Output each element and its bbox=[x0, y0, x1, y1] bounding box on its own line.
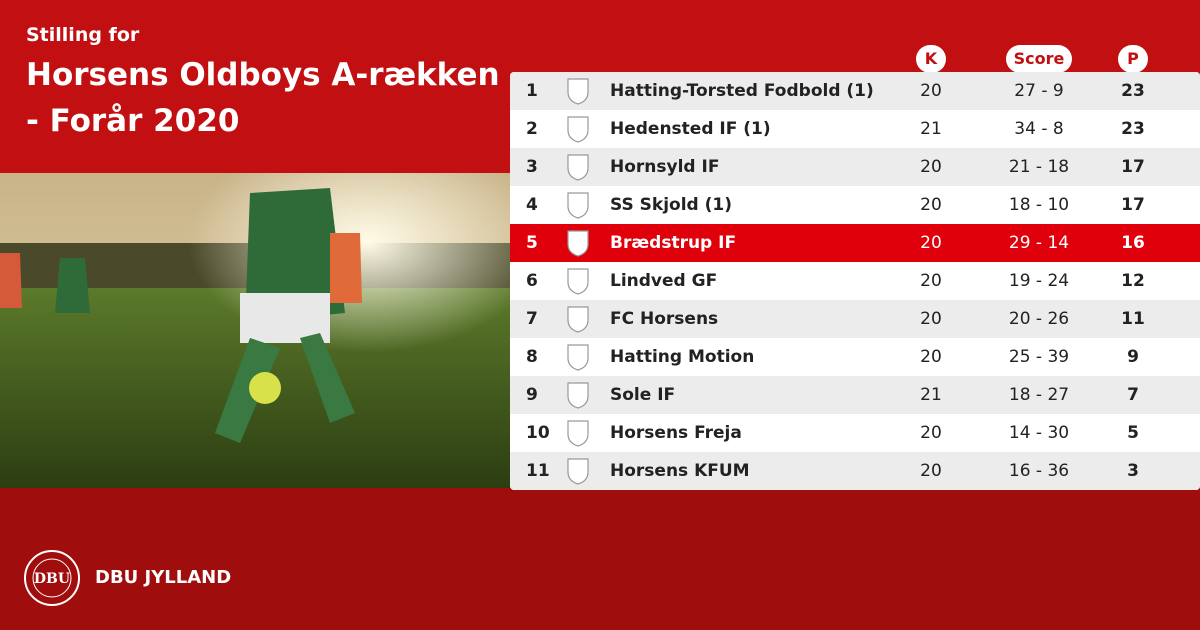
rank: 4 bbox=[526, 195, 538, 215]
column-header: K bbox=[916, 45, 946, 73]
rank: 2 bbox=[526, 119, 538, 139]
table-row: 4 SS Skjold (1) 20 18 - 10 17 bbox=[510, 186, 1200, 224]
table-row: 5 Brædstrup IF 20 29 - 14 16 bbox=[510, 224, 1200, 262]
rank: 9 bbox=[526, 385, 538, 405]
table-row: 1 Hatting-Torsted Fodbold (1) 20 27 - 9 23 bbox=[510, 72, 1200, 110]
standings-table: 1 Hatting-Torsted Fodbold (1) 20 27 - 9 23 2 H… bbox=[510, 72, 1200, 490]
table-row: 8 Hatting Motion 20 25 - 39 9 bbox=[510, 338, 1200, 376]
points: 3 bbox=[1127, 461, 1139, 481]
column-header: P bbox=[1118, 45, 1148, 73]
score: 34 - 8 bbox=[1014, 119, 1064, 139]
rank: 8 bbox=[526, 347, 538, 367]
matches: 20 bbox=[920, 423, 942, 443]
club-logo bbox=[567, 154, 589, 181]
team-name: Hatting-Torsted Fodbold (1) bbox=[610, 81, 874, 101]
rank: 6 bbox=[526, 271, 538, 291]
team-name: FC Horsens bbox=[610, 309, 719, 329]
score: 18 - 10 bbox=[1008, 195, 1070, 215]
title: - Forår 2020 bbox=[26, 103, 240, 139]
points: 12 bbox=[1121, 271, 1145, 291]
matches: 21 bbox=[920, 119, 942, 139]
score: 18 - 27 bbox=[1008, 385, 1070, 405]
matches: 20 bbox=[920, 347, 942, 367]
club-logo bbox=[567, 306, 589, 333]
rank: 3 bbox=[526, 157, 538, 177]
points: 5 bbox=[1127, 423, 1139, 443]
points: 9 bbox=[1127, 347, 1139, 367]
team-name: Hornsyld IF bbox=[610, 157, 720, 177]
table-row: 7 FC Horsens 20 20 - 26 11 bbox=[510, 300, 1200, 338]
score: 21 - 18 bbox=[1008, 157, 1070, 177]
club-logo bbox=[567, 116, 589, 143]
table-row: 6 Lindved GF 20 19 - 24 12 bbox=[510, 262, 1200, 300]
team-name: Brædstrup IF bbox=[610, 233, 737, 253]
club-logo bbox=[567, 458, 589, 485]
table-row: 9 Sole IF 21 18 - 27 7 bbox=[510, 376, 1200, 414]
score: 27 - 9 bbox=[1014, 81, 1064, 101]
team-name: Hedensted IF (1) bbox=[610, 119, 771, 139]
subtitle: Stilling for bbox=[26, 24, 140, 46]
matches: 20 bbox=[920, 195, 942, 215]
club-logo bbox=[567, 344, 589, 371]
points: 17 bbox=[1121, 157, 1145, 177]
club-logo bbox=[567, 230, 589, 257]
dbu-logo: DBU bbox=[24, 550, 80, 606]
table-row: 2 Hedensted IF (1) 21 34 - 8 23 bbox=[510, 110, 1200, 148]
table-row: 3 Hornsyld IF 20 21 - 18 17 bbox=[510, 148, 1200, 186]
club-logo bbox=[567, 420, 589, 447]
matches: 20 bbox=[920, 81, 942, 101]
team-name: Sole IF bbox=[610, 385, 676, 405]
matches: 20 bbox=[920, 309, 942, 329]
score: 25 - 39 bbox=[1008, 347, 1070, 367]
column-header: Score bbox=[1006, 45, 1072, 73]
score: 19 - 24 bbox=[1008, 271, 1070, 291]
club-logo bbox=[567, 382, 589, 409]
matches: 20 bbox=[920, 461, 942, 481]
points: 23 bbox=[1121, 81, 1145, 101]
team-name: Horsens Freja bbox=[610, 423, 742, 443]
logo-text: DBU bbox=[34, 571, 70, 587]
score: 14 - 30 bbox=[1008, 423, 1070, 443]
points: 11 bbox=[1121, 309, 1145, 329]
matches: 20 bbox=[920, 157, 942, 177]
club-logo bbox=[567, 192, 589, 219]
team-name: SS Skjold (1) bbox=[610, 195, 732, 215]
matches: 20 bbox=[920, 271, 942, 291]
matches: 21 bbox=[920, 385, 942, 405]
matches: 20 bbox=[920, 233, 942, 253]
footer-band bbox=[0, 488, 1200, 630]
points: 17 bbox=[1121, 195, 1145, 215]
club-logo bbox=[567, 78, 589, 105]
rank: 1 bbox=[526, 81, 538, 101]
team-name: Horsens KFUM bbox=[610, 461, 750, 481]
photo bbox=[0, 173, 510, 488]
rank: 10 bbox=[526, 423, 550, 443]
rank: 7 bbox=[526, 309, 538, 329]
table-row: 10 Horsens Freja 20 14 - 30 5 bbox=[510, 414, 1200, 452]
points: 23 bbox=[1121, 119, 1145, 139]
club-logo bbox=[567, 268, 589, 295]
score: 29 - 14 bbox=[1008, 233, 1070, 253]
team-name: Hatting Motion bbox=[610, 347, 755, 367]
points: 7 bbox=[1127, 385, 1139, 405]
rank: 11 bbox=[526, 461, 550, 481]
points: 16 bbox=[1121, 233, 1145, 253]
table-row: 11 Horsens KFUM 20 16 - 36 3 bbox=[510, 452, 1200, 490]
title: Horsens Oldboys A-rækken bbox=[26, 57, 500, 93]
team-name: Lindved GF bbox=[610, 271, 718, 291]
brand: DBU JYLLAND bbox=[95, 567, 232, 588]
score: 16 - 36 bbox=[1008, 461, 1070, 481]
rank: 5 bbox=[526, 233, 538, 253]
score: 20 - 26 bbox=[1008, 309, 1070, 329]
